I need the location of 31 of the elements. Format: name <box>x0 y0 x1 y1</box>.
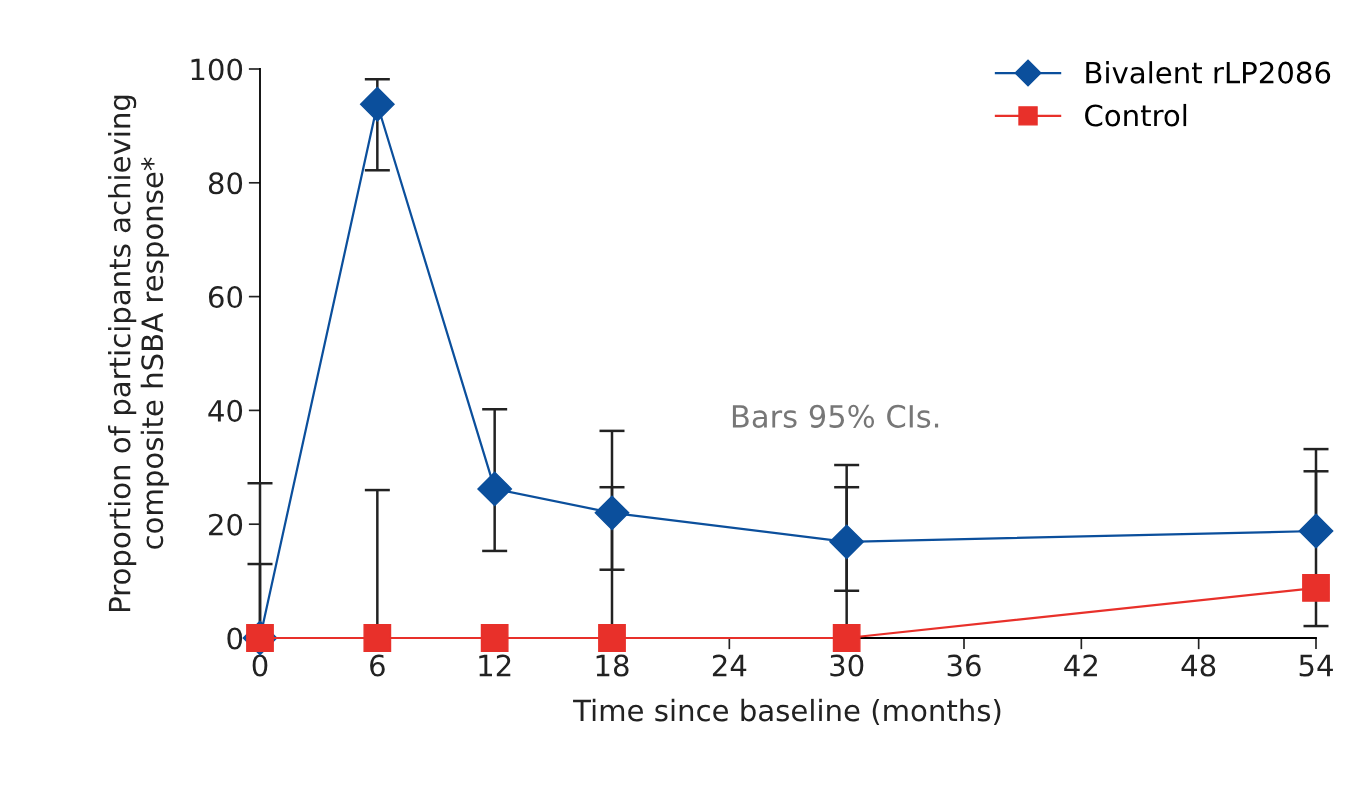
x-tick-label: 0 <box>252 654 268 677</box>
annotation: Bars 95% CIs. <box>732 404 939 428</box>
point <box>598 624 626 652</box>
point <box>1302 574 1330 602</box>
point <box>480 624 509 652</box>
y-axis-title: Proportion of participants achieving composite hSBA response* <box>108 95 169 612</box>
x-tick-label: 18 <box>596 654 629 677</box>
y-tick-label: 20 <box>209 513 243 536</box>
y-tick-label: 100 <box>191 58 243 81</box>
y-tick-label: 40 <box>208 399 243 422</box>
y-tick-label: 0 <box>227 627 243 650</box>
x-tick-label: 54 <box>1299 654 1333 677</box>
x-tick-label: 36 <box>947 654 981 677</box>
point <box>829 524 865 560</box>
legend-label: Control <box>1085 103 1187 127</box>
point <box>594 495 630 531</box>
point <box>363 624 392 652</box>
x-tick-label: 30 <box>830 654 864 677</box>
point <box>832 624 861 652</box>
point <box>1298 513 1334 549</box>
x-axis-title: Time since baseline (months) <box>573 698 1001 725</box>
x-tick-label: 12 <box>479 654 511 677</box>
x-tick-label: 48 <box>1181 654 1216 677</box>
x-tick-label: 6 <box>370 654 385 677</box>
legend-label: Bivalent rLP2086 <box>1086 61 1331 84</box>
y-tick-label: 80 <box>208 172 243 195</box>
point <box>359 86 395 122</box>
point <box>477 471 513 507</box>
y-tick-label: 60 <box>208 286 243 309</box>
x-tick-label: 24 <box>712 654 747 677</box>
x-tick-label: 42 <box>1064 654 1097 677</box>
